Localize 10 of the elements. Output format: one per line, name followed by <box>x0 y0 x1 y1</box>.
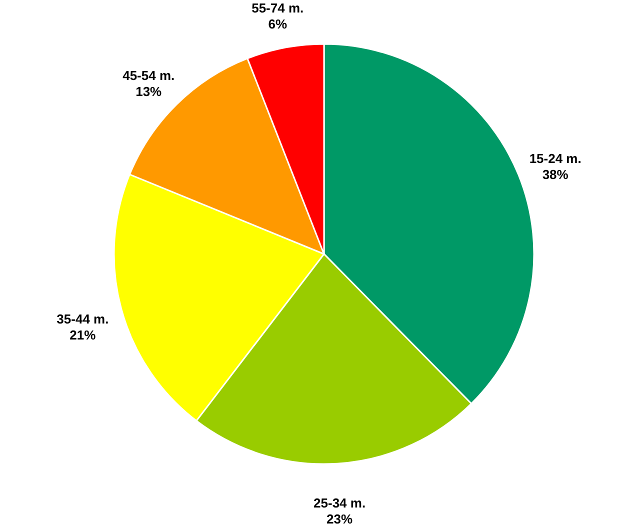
slice-label: 45-54 m. <box>122 68 175 83</box>
data-label: 23% <box>326 512 353 526</box>
data-label: 6% <box>268 16 288 32</box>
data-label: 38% <box>542 167 569 182</box>
slice-label: 35-44 m. <box>56 311 109 326</box>
slice-label: 15-24 m. <box>529 151 582 166</box>
data-label: 13% <box>136 84 162 99</box>
slice-label: 25-34 m. <box>314 496 366 511</box>
data-label: 21% <box>70 327 96 342</box>
slice-label: 55-74 m. <box>252 0 304 16</box>
